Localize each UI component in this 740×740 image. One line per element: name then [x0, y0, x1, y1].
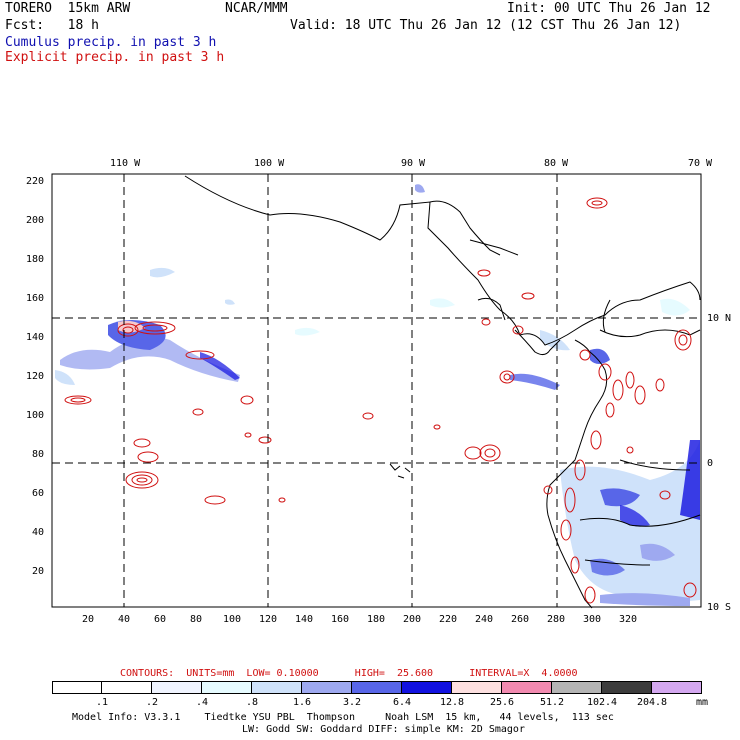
lon-label-80w: 80 W [544, 158, 569, 169]
field-explicit-label: Explicit precip. in past 3 h [5, 50, 225, 65]
x-tick: 220 [439, 614, 458, 625]
colorbar-swatch [52, 681, 102, 694]
model-info: Model Info: V3.3.1 Tiedtke YSU PBL Thomp… [72, 712, 614, 723]
x-tick: 300 [583, 614, 602, 625]
colorbar-unit: mm [696, 697, 709, 708]
colorbar-swatch [152, 681, 202, 694]
model-physics: LW: Godd SW: Goddard DIFF: simple KM: 2D… [242, 724, 525, 735]
colorbar-swatch [302, 681, 352, 694]
x-tick: 280 [547, 614, 566, 625]
colorbar-swatch [452, 681, 502, 694]
y-tick: 220 [26, 176, 45, 187]
y-tick: 140 [26, 332, 45, 343]
colorbar-swatch [102, 681, 152, 694]
colorbar-label: 1.6 [292, 697, 312, 708]
x-tick: 20 [82, 614, 95, 625]
colorbar-swatch [352, 681, 402, 694]
x-tick: 120 [259, 614, 278, 625]
x-tick: 140 [295, 614, 314, 625]
colorbar-label: .2 [145, 697, 159, 708]
colorbar-swatch [502, 681, 552, 694]
colorbar-label: 204.8 [636, 697, 668, 708]
lat-label-0: 0 [707, 458, 714, 469]
colorbar-label: .1 [95, 697, 109, 708]
colorbar-label: .8 [245, 697, 259, 708]
colorbar-swatch [402, 681, 452, 694]
x-tick: 240 [475, 614, 494, 625]
lon-label-110w: 110 W [110, 158, 141, 169]
y-tick: 100 [26, 410, 45, 421]
colorbar-swatch [202, 681, 252, 694]
x-tick: 160 [331, 614, 350, 625]
map-frame [51, 173, 702, 608]
explicit-precip-contours [64, 197, 697, 604]
lon-label-90w: 90 W [401, 158, 426, 169]
lat-lon-grid [52, 174, 701, 607]
y-tick: 160 [26, 293, 45, 304]
lon-label-100w: 100 W [254, 158, 285, 169]
x-tick: 320 [619, 614, 638, 625]
y-tick: 120 [26, 371, 45, 382]
x-tick: 260 [511, 614, 530, 625]
forecast-hour: Fcst: 18 h [5, 18, 99, 33]
colorbar [52, 681, 702, 694]
init-time: Init: 00 UTC Thu 26 Jan 12 [507, 1, 711, 16]
x-tick: 60 [154, 614, 167, 625]
colorbar-swatch [552, 681, 602, 694]
lat-label-10s: 10 S [707, 602, 732, 613]
y-tick: 40 [32, 527, 45, 538]
colorbar-label: 51.2 [539, 697, 565, 708]
x-tick: 100 [223, 614, 242, 625]
y-tick: 200 [26, 215, 45, 226]
x-tick: 180 [367, 614, 386, 625]
colorbar-swatch [252, 681, 302, 694]
colorbar-label: 102.4 [586, 697, 618, 708]
org-label: NCAR/MMM [225, 1, 288, 16]
x-tick: 200 [403, 614, 422, 625]
contour-info: CONTOURS: UNITS=mm LOW= 0.10000 HIGH= 25… [120, 668, 578, 679]
y-tick: 20 [32, 566, 45, 577]
colorbar-label: 25.6 [489, 697, 515, 708]
colorbar-label: 3.2 [342, 697, 362, 708]
colorbar-label: 6.4 [392, 697, 412, 708]
x-tick: 80 [190, 614, 203, 625]
y-tick: 60 [32, 488, 45, 499]
lat-label-10n: 10 N [707, 313, 732, 324]
lon-label-70w: 70 W [688, 158, 713, 169]
field-cumulus-label: Cumulus precip. in past 3 h [5, 35, 217, 50]
coastlines [184, 175, 701, 609]
valid-time: Valid: 18 UTC Thu 26 Jan 12 (12 CST Thu … [290, 18, 682, 33]
y-tick: 80 [32, 449, 45, 460]
y-tick: 180 [26, 254, 45, 265]
colorbar-label: 12.8 [439, 697, 465, 708]
colorbar-swatch [602, 681, 652, 694]
colorbar-label: .4 [195, 697, 209, 708]
model-title: TORERO 15km ARW [5, 1, 131, 16]
colorbar-swatch [652, 681, 702, 694]
x-tick: 40 [118, 614, 131, 625]
